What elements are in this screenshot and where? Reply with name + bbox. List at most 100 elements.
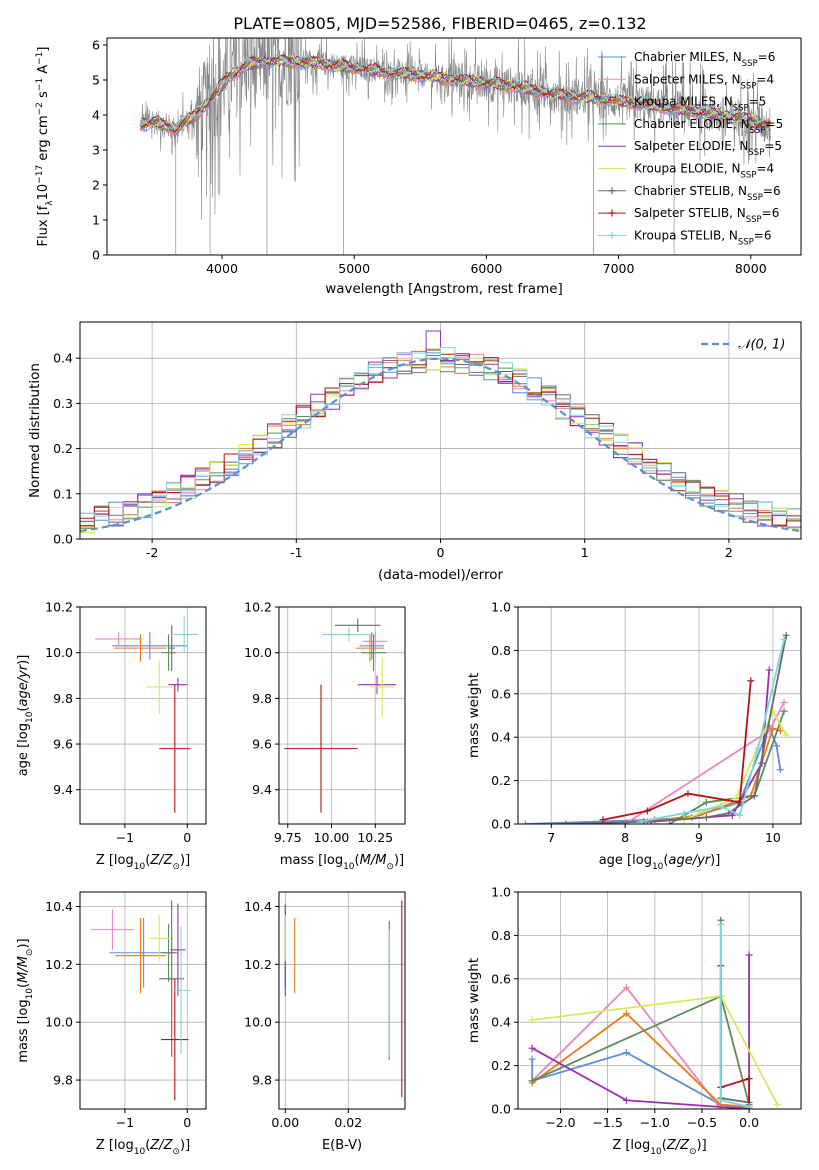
grid [518, 606, 801, 825]
label-part: ( [145, 853, 150, 868]
x-tick-label: 2 [725, 545, 733, 560]
legend-name: Salpeter STELIB [634, 206, 729, 220]
label-part: Z/Z [149, 853, 173, 868]
x-tick-label: 0.0 [739, 1115, 759, 1130]
label-part: ] [36, 47, 51, 52]
y-tick-label: 9.4 [252, 782, 272, 797]
label-part: Z [log [612, 1138, 650, 1153]
label-part: −2 [35, 102, 45, 115]
axes-frame [517, 606, 802, 825]
x-tick-label: 0 [183, 1115, 191, 1130]
x-tick-label: 1 [581, 545, 589, 560]
legend-n: , N [721, 228, 738, 242]
legend-n: , N [730, 184, 747, 198]
weight-series-line [531, 1012, 750, 1108]
legend-count: 6 [773, 184, 781, 198]
legend-name: Chabrier STELIB [634, 184, 730, 198]
x-tick-label: 5000 [338, 261, 370, 276]
y-tick-label: 10.0 [45, 645, 73, 660]
legend-n: , N [729, 206, 746, 220]
model-fit-line [139, 55, 771, 132]
label-part: ⊙ [689, 1147, 697, 1157]
legend-sub: SSP [741, 171, 757, 181]
label-part: 10 [652, 862, 664, 872]
y-tick-label: 10.2 [244, 600, 272, 615]
label-part: Z/Z [149, 1138, 173, 1153]
legend-eq: = [763, 184, 773, 198]
label-part: Z [log [96, 1138, 134, 1153]
x-tick-label: 10.00 [314, 830, 350, 845]
legend-sub: SSP [741, 81, 757, 91]
legend-count: 6 [772, 206, 780, 220]
label-part: age/yr [16, 663, 31, 706]
label-part: M/M [360, 853, 387, 868]
legend-sub: SSP [750, 126, 766, 136]
label-part: erg cm [36, 115, 51, 164]
y-tick-label: 10.0 [244, 1015, 272, 1030]
label-part: 10 [36, 184, 51, 201]
panel-mass-vs-Z: −1 09.810.010.210.4Z [log10(Z/Z⊙)]mass [l… [16, 891, 207, 1157]
y-tick-label: 10.2 [244, 957, 272, 972]
x-tick-label: 7000 [603, 261, 635, 276]
panel-age-vs-Z: −1 09.49.69.810.010.2Z [log10(Z/Z⊙)]age [… [16, 600, 207, 872]
legend-eq: = [756, 162, 766, 176]
legend-entry: Chabrier MILES, NSSP=6 [634, 50, 775, 69]
histogram-series [80, 347, 801, 527]
label-part: ( [663, 853, 668, 868]
legend-n: , N [724, 162, 741, 176]
label-part: ⊙ [172, 862, 180, 872]
legend-count: 5 [759, 95, 767, 109]
label-part: mass [log [280, 853, 343, 868]
label-part: 10 [25, 711, 35, 723]
weight-series-line [531, 954, 750, 1109]
y-axis-label: Flux [fλ10−17 erg cm−2 s−1 A−1] [35, 47, 55, 247]
y-tick-label: 0.2 [491, 1058, 511, 1073]
legend-eq: = [762, 206, 772, 220]
grid [80, 892, 206, 1109]
x-axis-label: E(B-V) [322, 1138, 362, 1153]
legend-name: Chabrier MILES [634, 50, 725, 64]
legend-eq: = [758, 50, 768, 64]
y-tick-label: 0.6 [491, 971, 511, 986]
y-tick-label: 0.0 [491, 1102, 511, 1117]
legend-name: Kroupa MILES [634, 95, 716, 109]
label-part: A [36, 65, 51, 78]
legend-sub: SSP [738, 237, 754, 247]
label-part: M/M [16, 956, 31, 983]
weight-series-line [565, 635, 788, 824]
grid [279, 606, 405, 824]
label-part: s [36, 91, 51, 102]
x-tick-label: 6000 [470, 261, 502, 276]
y-tick-label: 0 [92, 248, 100, 263]
grid [279, 892, 405, 1109]
y-tick-label: 9.6 [252, 737, 272, 752]
y-tick-label: 0.0 [53, 532, 73, 547]
y-tick-label: 10.0 [45, 1015, 73, 1030]
label-part: )] [180, 1138, 190, 1153]
y-axis-label: mass weight [466, 958, 482, 1043]
label-part: 10 [343, 862, 355, 872]
x-axis-label: Z [log10(Z/Z⊙)] [96, 1138, 190, 1157]
x-tick-label: 8 [621, 830, 629, 845]
x-tick-label: 8000 [735, 261, 767, 276]
panel-weight-vs-Z: −2.0 −1.5 −1.0 −0.5 0.0 0.0 0.2 0.4 0.6 0.8 1.0 Z [… [466, 885, 802, 1157]
y-tick-label: 10.4 [244, 899, 272, 914]
label-part: λ [45, 200, 55, 206]
legend-n: , N [716, 95, 733, 109]
label-part: Flux [f [36, 205, 51, 246]
legend-sub: SSP [747, 193, 763, 203]
legend-count: 6 [764, 228, 772, 242]
legend-n: , N [725, 50, 742, 64]
weight-series-line [531, 994, 750, 1105]
x-tick-label: 0.02 [334, 1115, 362, 1130]
y-tick-label: 0.8 [491, 643, 511, 658]
y-axis-label: mass weight [466, 673, 482, 758]
axes-frame [106, 37, 802, 256]
x-tick-label: 10.25 [357, 830, 393, 845]
y-tick-label: 2 [92, 178, 100, 193]
legend-name: Kroupa ELODIE [634, 162, 724, 176]
label-part: −1 [35, 78, 45, 91]
label-part: ⊙ [386, 862, 394, 872]
